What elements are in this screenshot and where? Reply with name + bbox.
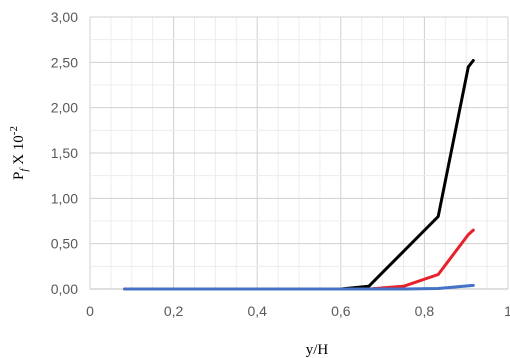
y-tick-label: 2,50: [51, 54, 78, 70]
y-tick-label: 0,00: [51, 281, 78, 297]
x-tick-label: 0,2: [164, 303, 184, 319]
y-axis-label-rest: X 10: [11, 135, 27, 168]
x-axis-label: y/H: [306, 342, 329, 358]
y-axis-ticks: 0,00 0,50 1,00 1,50 2,00 2,50 3,00: [51, 9, 78, 297]
x-tick-label: 0,8: [415, 303, 435, 319]
grid: [89, 16, 509, 290]
y-tick-label: 1,00: [51, 190, 78, 206]
y-axis-label-subscript: f: [18, 167, 30, 172]
y-axis-label: Pf X 10-2: [8, 126, 30, 180]
x-tick-label: 1: [504, 303, 510, 319]
series-layer: [123, 59, 475, 291]
series-line-3: [123, 283, 475, 291]
x-tick-label: 0,6: [331, 303, 351, 319]
y-tick-label: 3,00: [51, 9, 78, 25]
y-tick-label: 1,50: [51, 145, 78, 161]
x-tick-label: 0: [86, 303, 94, 319]
y-axis-label-base: P: [11, 172, 27, 180]
y-tick-label: 0,50: [51, 236, 78, 252]
x-axis-ticks: 0 0,2 0,4 0,6 0,8 1: [86, 303, 510, 319]
x-tick-label: 0,4: [247, 303, 267, 319]
y-axis-label-superscript: -2: [8, 126, 20, 135]
y-tick-label: 2,00: [51, 100, 78, 116]
